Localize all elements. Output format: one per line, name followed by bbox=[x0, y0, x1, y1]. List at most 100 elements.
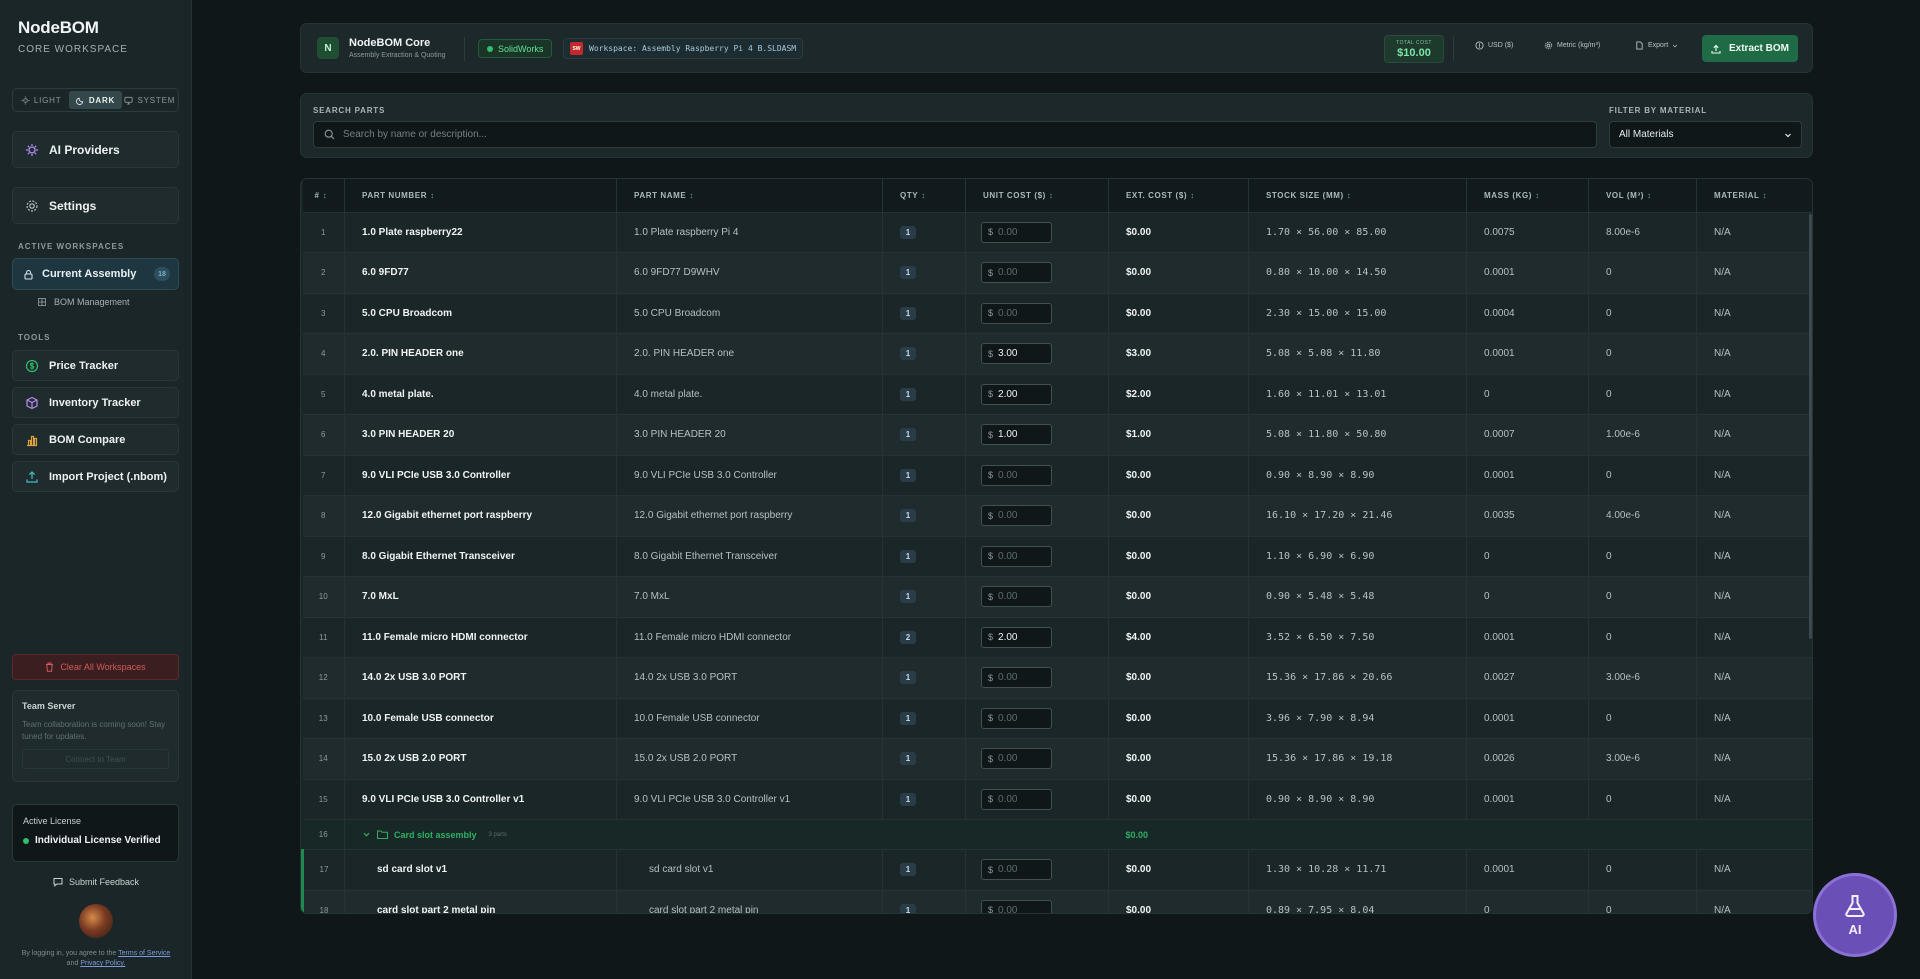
table-row[interactable]: 6 3.0 PIN HEADER 20 3.0 PIN HEADER 20 1 $1.0… bbox=[302, 414, 1812, 456]
unit-cost-input[interactable]: $2.00 bbox=[981, 383, 1052, 405]
unit-cost-input[interactable]: $0.00 bbox=[981, 788, 1052, 810]
mass-cell: 0.0001 bbox=[1466, 698, 1589, 739]
unit-cost-input[interactable]: $0.00 bbox=[981, 505, 1052, 527]
top-bar: N NodeBOM Core Assembly Extraction & Quo… bbox=[300, 23, 1813, 73]
col-header-mass[interactable]: MASS (KG) ↕ bbox=[1466, 179, 1589, 213]
unit-cost-input[interactable]: $0.00 bbox=[981, 667, 1052, 689]
part-name-cell: 5.0 CPU Broadcom bbox=[616, 293, 883, 334]
sidebar: NodeBOM CORE WORKSPACE LIGHT DARK SYSTEM… bbox=[0, 0, 192, 979]
material-filter-select[interactable]: All Materials bbox=[1609, 121, 1802, 148]
table-row[interactable]: 1 1.0 Plate raspberry22 1.0 Plate raspberr… bbox=[302, 212, 1812, 253]
unit-cost-cell: $1.00 bbox=[965, 414, 1109, 456]
avatar[interactable] bbox=[79, 904, 113, 938]
export-dropdown[interactable]: Export bbox=[1635, 41, 1678, 50]
units-label: Metric (kg/m³) bbox=[1557, 42, 1601, 49]
table-row[interactable]: 8 12.0 Gigabit ethernet port raspberry 12.… bbox=[302, 495, 1812, 537]
table-row[interactable]: 15 9.0 VLI PCIe USB 3.0 Controller v1 9.0 … bbox=[302, 779, 1812, 820]
unit-cost-input[interactable]: $0.00 bbox=[981, 707, 1052, 729]
currency-symbol: $ bbox=[988, 632, 994, 643]
col-header-ext-cost[interactable]: EXT. COST ($) ↕ bbox=[1108, 179, 1249, 213]
export-label: Export bbox=[1648, 42, 1669, 49]
unit-cost-input[interactable]: $0.00 bbox=[981, 221, 1052, 243]
extract-bom-button[interactable]: Extract BOM bbox=[1702, 35, 1798, 62]
price-tracker-button[interactable]: Price Tracker bbox=[12, 350, 179, 381]
qty-badge: 1 bbox=[900, 468, 916, 482]
search-box[interactable] bbox=[313, 121, 1597, 148]
total-cost-label: TOTAL COST bbox=[1396, 40, 1432, 46]
unit-cost-input[interactable]: $0.00 bbox=[981, 586, 1052, 608]
assembly-group-row[interactable]: 16 Card slot assembly 3 parts $0.00 bbox=[302, 819, 1812, 850]
theme-system-option[interactable]: SYSTEM bbox=[124, 91, 176, 109]
mass-cell: 0.0035 bbox=[1466, 495, 1589, 537]
scrollbar[interactable] bbox=[1809, 214, 1812, 639]
units-selector[interactable]: Metric (kg/m³) bbox=[1544, 41, 1600, 50]
bom-management-link[interactable]: BOM Management bbox=[38, 297, 130, 307]
table-row[interactable]: 4 2.0. PIN HEADER one 2.0. PIN HEADER one 1… bbox=[302, 333, 1812, 375]
part-name-cell: 1.0 Plate raspberry Pi 4 bbox=[616, 212, 883, 253]
unit-cost-value: 2.00 bbox=[998, 631, 1018, 643]
col-header-material[interactable]: MATERIAL ↕ bbox=[1696, 179, 1812, 213]
group-toggle[interactable]: Card slot assembly 3 parts bbox=[362, 830, 1109, 840]
col-header-unit-cost[interactable]: UNIT COST ($) ↕ bbox=[965, 179, 1109, 213]
currency-symbol: $ bbox=[988, 429, 994, 440]
bom-compare-button[interactable]: BOM Compare bbox=[12, 424, 179, 455]
col-header-vol[interactable]: VOL (M³) ↕ bbox=[1588, 179, 1697, 213]
table-row[interactable]: 7 9.0 VLI PCIe USB 3.0 Controller 9.0 VLI … bbox=[302, 455, 1812, 496]
ai-providers-button[interactable]: AI Providers bbox=[12, 131, 179, 168]
table-row[interactable]: 11 11.0 Female micro HDMI connector 11.0 F… bbox=[302, 617, 1812, 658]
terms-link[interactable]: Terms of Service bbox=[118, 950, 171, 957]
inventory-tracker-button[interactable]: Inventory Tracker bbox=[12, 387, 179, 418]
table-row[interactable]: 12 14.0 2x USB 3.0 PORT 14.0 2x USB 3.0 PO… bbox=[302, 657, 1812, 699]
privacy-link[interactable]: Privacy Policy. bbox=[80, 960, 126, 967]
part-number-cell: 9.0 VLI PCIe USB 3.0 Controller v1 bbox=[344, 779, 617, 820]
settings-button[interactable]: Settings bbox=[12, 187, 179, 224]
unit-cost-input[interactable]: $0.00 bbox=[981, 859, 1052, 881]
table-row[interactable]: 13 10.0 Female USB connector 10.0 Female U… bbox=[302, 698, 1812, 739]
row-index: 15 bbox=[302, 779, 345, 820]
unit-cost-input[interactable]: $0.00 bbox=[981, 302, 1052, 324]
theme-dark-option[interactable]: DARK bbox=[69, 91, 122, 109]
search-input[interactable] bbox=[343, 129, 1543, 140]
theme-light-option[interactable]: LIGHT bbox=[15, 91, 67, 109]
col-header-part-number[interactable]: PART NUMBER ↕ bbox=[344, 179, 617, 213]
import-project-button[interactable]: Import Project (.nbom) bbox=[12, 461, 179, 492]
unit-cost-input[interactable]: $0.00 bbox=[981, 899, 1052, 913]
col-header-index[interactable]: # ↕ bbox=[302, 179, 345, 213]
table-row[interactable]: 17 sd card slot v1 sd card slot v1 1 $0.00 $0… bbox=[301, 849, 1812, 891]
table-row[interactable]: 9 8.0 Gigabit Ethernet Transceiver 8.0 Gig… bbox=[302, 536, 1812, 577]
workspace-count-badge: 18 bbox=[154, 267, 170, 281]
ai-assistant-button[interactable]: AI bbox=[1813, 873, 1897, 957]
unit-cost-input[interactable]: $1.00 bbox=[981, 424, 1052, 446]
unit-cost-input[interactable]: $0.00 bbox=[981, 545, 1052, 567]
table-row[interactable]: 2 6.0 9FD77 6.0 9FD77 D9WHV 1 $0.00 $0.00 0.80… bbox=[302, 252, 1812, 294]
stock-size-cell: 0.89 × 7.95 × 8.04 bbox=[1248, 890, 1467, 913]
qty-badge: 1 bbox=[900, 903, 916, 913]
col-header-stock-size[interactable]: STOCK SIZE (MM) ↕ bbox=[1248, 179, 1467, 213]
col-header-qty[interactable]: QTY ↕ bbox=[882, 179, 966, 213]
col-header-part-name[interactable]: PART NAME ↕ bbox=[616, 179, 883, 213]
currency-symbol: $ bbox=[988, 348, 994, 359]
unit-cost-input[interactable]: $0.00 bbox=[981, 464, 1052, 486]
qty-cell: 1 bbox=[882, 374, 966, 415]
unit-cost-input[interactable]: $2.00 bbox=[981, 626, 1052, 648]
currency-symbol: $ bbox=[988, 551, 994, 562]
group-ext-cost: $0.00 bbox=[1108, 819, 1249, 850]
mass-cell: 0.0001 bbox=[1466, 333, 1589, 375]
unit-cost-input[interactable]: $0.00 bbox=[981, 262, 1052, 284]
table-row[interactable]: 5 4.0 metal plate. 4.0 metal plate. 1 $2.00 $… bbox=[302, 374, 1812, 415]
currency-selector[interactable]: USD ($) bbox=[1475, 41, 1513, 50]
table-row[interactable]: 3 5.0 CPU Broadcom 5.0 CPU Broadcom 1 $0.00 $… bbox=[302, 293, 1812, 334]
qty-badge: 1 bbox=[900, 266, 916, 280]
ext-cost-cell: $0.00 bbox=[1108, 657, 1249, 699]
part-number-cell: 1.0 Plate raspberry22 bbox=[344, 212, 617, 253]
table-row[interactable]: 14 15.0 2x USB 2.0 PORT 15.0 2x USB 2.0 PO… bbox=[302, 738, 1812, 780]
clear-all-workspaces-button[interactable]: Clear All Workspaces bbox=[12, 654, 179, 680]
unit-cost-input[interactable]: $3.00 bbox=[981, 343, 1052, 365]
submit-feedback-button[interactable]: Submit Feedback bbox=[0, 877, 192, 887]
unit-cost-input[interactable]: $0.00 bbox=[981, 748, 1052, 770]
col-part-number-label: PART NUMBER bbox=[362, 190, 428, 200]
table-row[interactable]: 10 7.0 MxL 7.0 MxL 1 $0.00 $0.00 0.90 × 5.48 ×… bbox=[302, 576, 1812, 618]
current-assembly-item[interactable]: Current Assembly 18 bbox=[12, 258, 179, 290]
table-row[interactable]: 18 card slot part 2 metal pin card slot pa… bbox=[301, 890, 1812, 913]
material-cell: N/A bbox=[1696, 698, 1812, 739]
